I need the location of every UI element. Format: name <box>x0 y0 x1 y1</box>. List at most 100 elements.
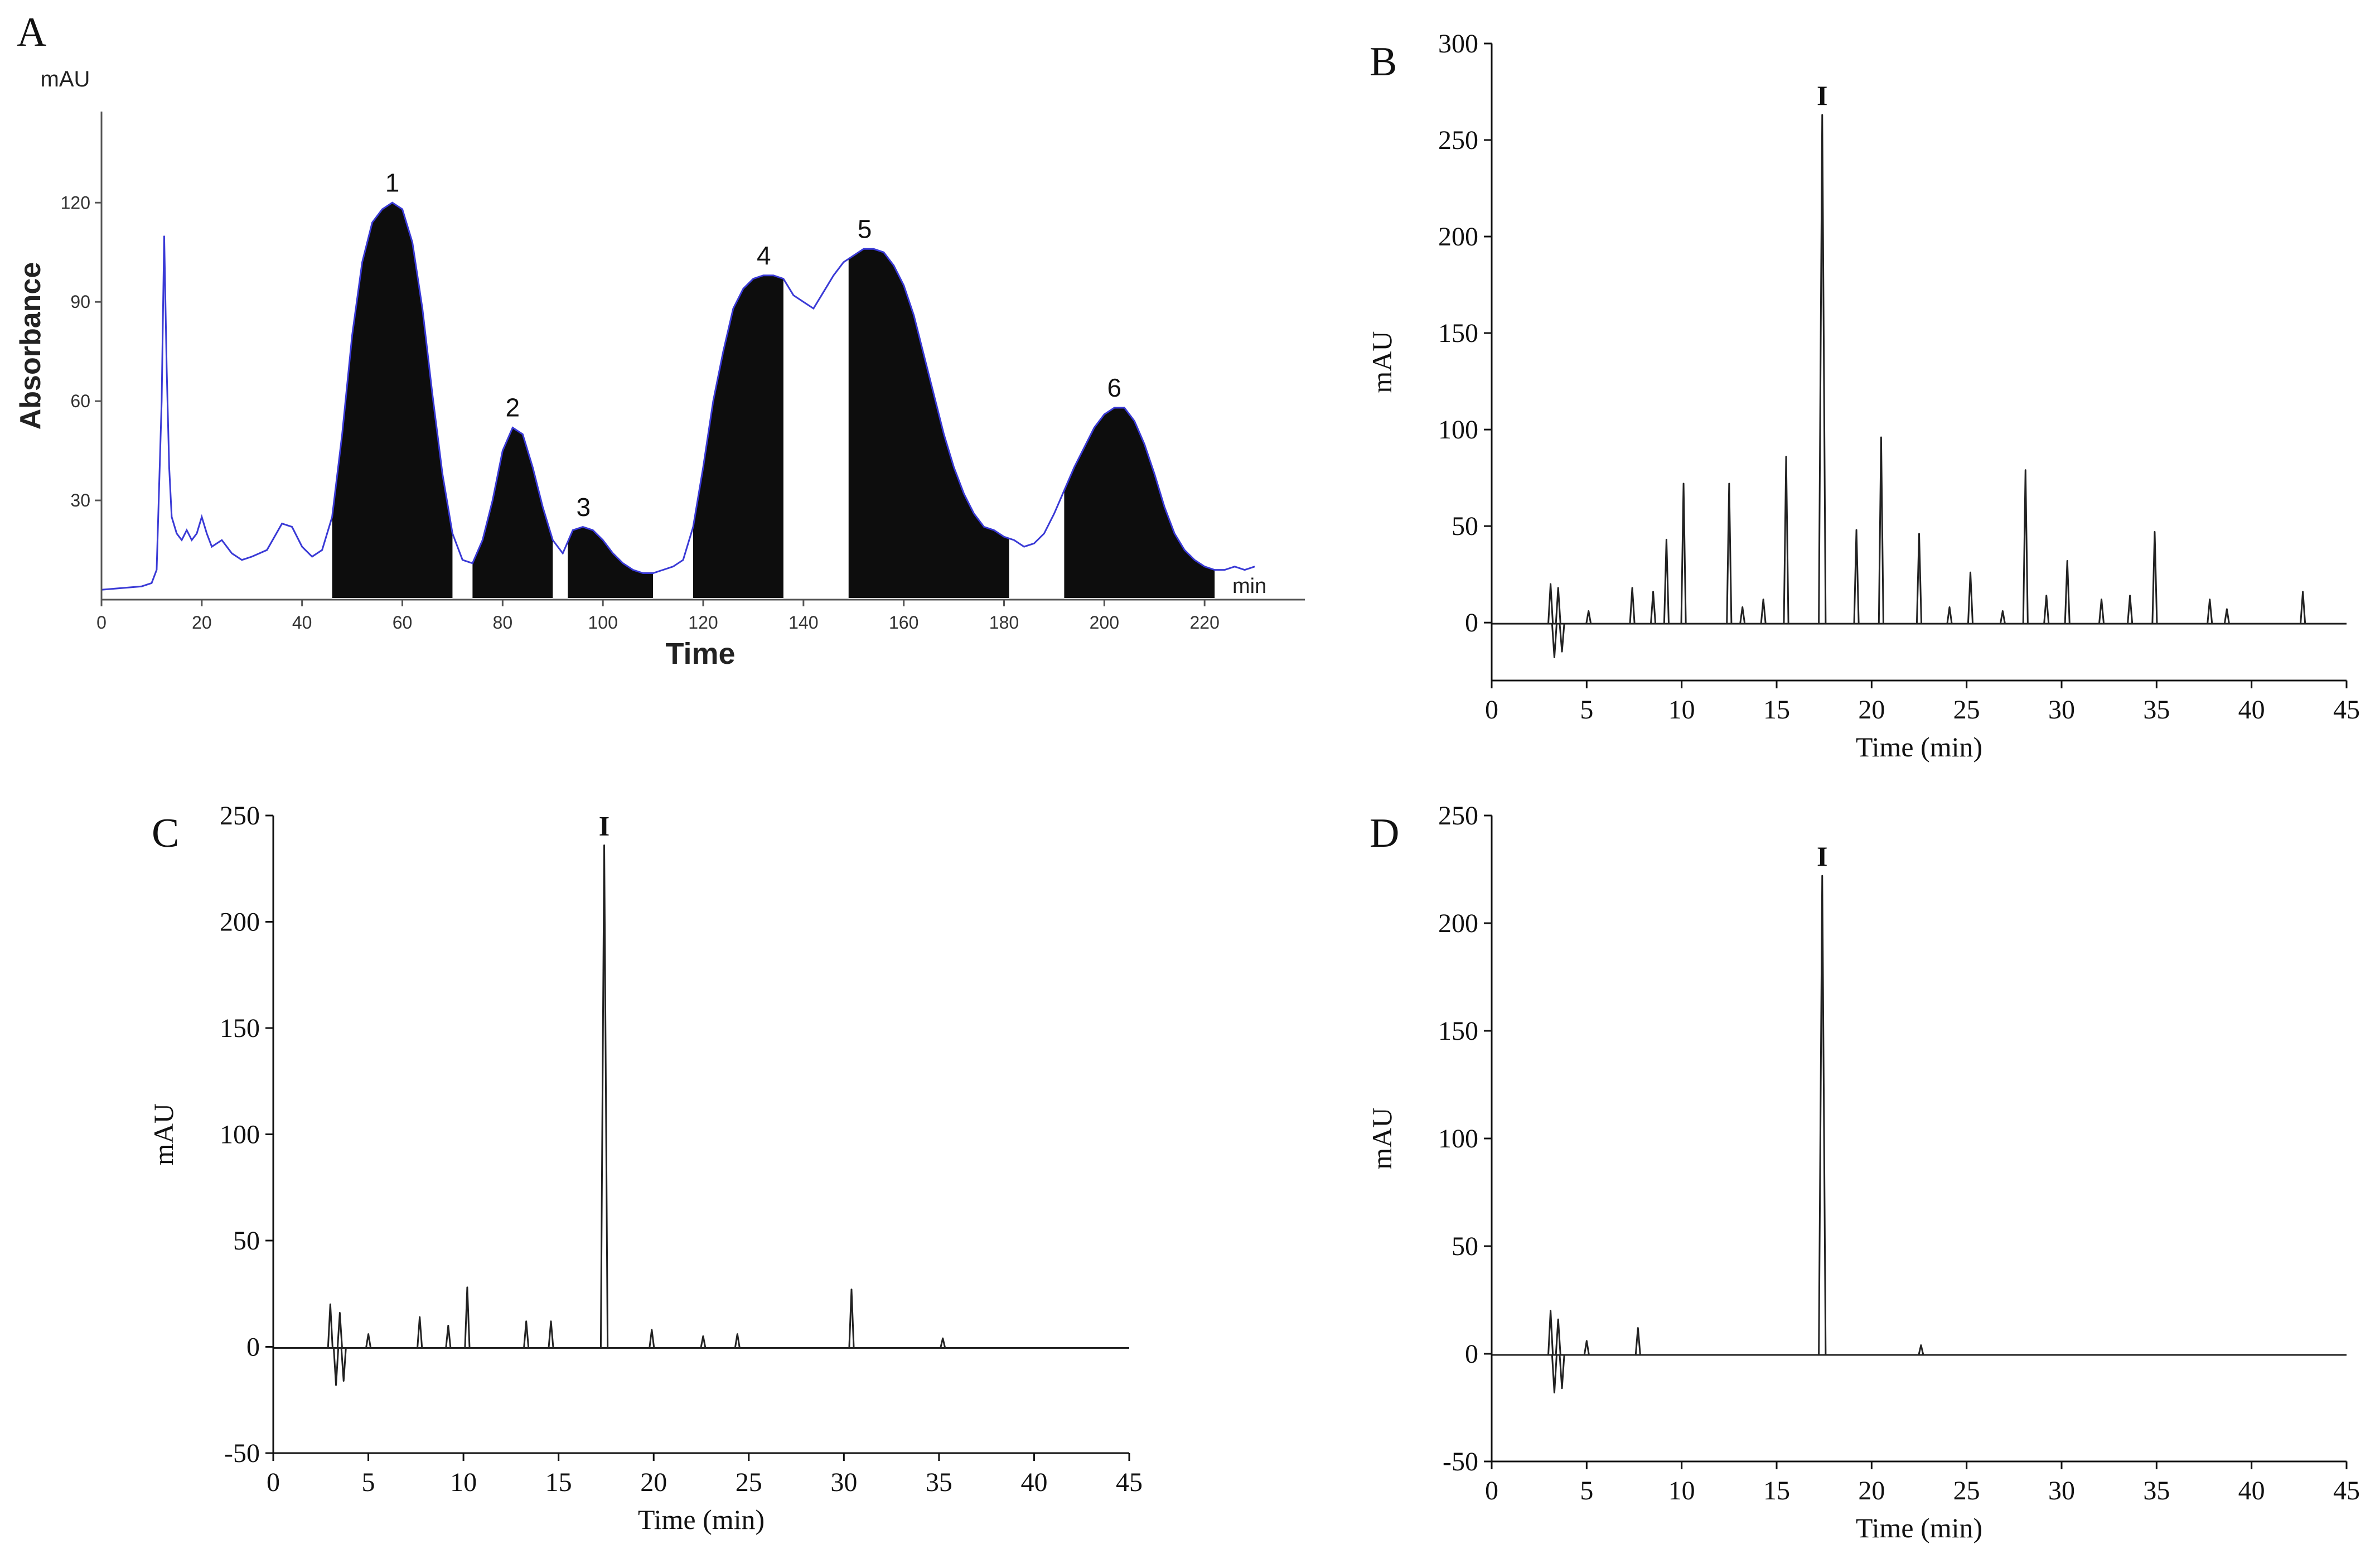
x-tick-label: 20 <box>640 1468 667 1497</box>
chromatogram-peak <box>1551 624 1558 658</box>
y-axis-title: mAU <box>148 1103 179 1165</box>
chromatogram-peak <box>332 1348 340 1386</box>
chromatogram-peak <box>1853 529 1860 624</box>
chromatogram-peak <box>1783 456 1789 624</box>
chromatogram-peak <box>1680 483 1687 624</box>
y-tick-label: 200 <box>1438 222 1478 252</box>
panel-label: D <box>1370 810 1399 856</box>
fraction-3-area <box>568 527 654 598</box>
chromatogram-peak <box>599 844 609 1348</box>
fraction-5-area <box>848 249 1009 598</box>
fraction-2-area <box>472 427 553 598</box>
chromatogram-peak <box>336 1312 343 1348</box>
chromatogram-peak <box>1726 483 1733 624</box>
chromatogram-peak <box>417 1316 423 1348</box>
x-tick-label: 100 <box>588 612 617 633</box>
y-axis-title: Absorbance <box>14 262 47 430</box>
y-tick-label: 30 <box>70 490 90 510</box>
x-tick-label: 120 <box>688 612 718 633</box>
x-tick-label: 40 <box>292 612 312 633</box>
absorbance-trace <box>101 201 1255 591</box>
chromatogram-peak <box>1555 1318 1561 1355</box>
fraction-6-label: 6 <box>1107 373 1122 402</box>
y-tick-label: 100 <box>1438 415 1478 445</box>
x-tick-label: 25 <box>1953 1476 1980 1506</box>
panel-label: C <box>152 810 179 856</box>
chromatogram-peak <box>1629 587 1636 624</box>
chromatogram-peak <box>1547 1310 1554 1355</box>
y-tick-label: 50 <box>1452 1232 1478 1261</box>
panel-label: B <box>1370 39 1397 85</box>
chromatogram-peak <box>1878 436 1884 624</box>
y-unit-label: mAU <box>41 67 90 91</box>
x-axis-title: Time (min) <box>638 1504 765 1535</box>
x-tick-label: 40 <box>2238 1476 2265 1506</box>
chromatogram-peak <box>1918 1344 1924 1355</box>
chromatogram-peak <box>1634 1327 1641 1355</box>
chromatogram-peak <box>649 1329 655 1348</box>
chromatogram-peak <box>2098 599 2105 624</box>
x-tick-label: 80 <box>493 612 513 633</box>
chromatogram-peak <box>940 1337 946 1348</box>
x-tick-label: 180 <box>989 612 1019 633</box>
y-tick-label: 50 <box>1452 512 1478 541</box>
x-axis-title: Time (min) <box>1856 1512 1982 1543</box>
y-tick-label: 200 <box>1438 909 1478 938</box>
fraction-2-label: 2 <box>506 393 520 422</box>
x-tick-label: 25 <box>736 1468 762 1497</box>
x-tick-label: 35 <box>2143 695 2170 725</box>
x-tick-label: 0 <box>1485 1476 1498 1506</box>
x-tick-label: 10 <box>1668 695 1695 725</box>
x-tick-label: 15 <box>1763 695 1790 725</box>
chromatogram-peak <box>1547 583 1554 624</box>
y-tick-label: 100 <box>1438 1124 1478 1154</box>
x-tick-label: 30 <box>830 1468 857 1497</box>
y-tick-label: 120 <box>61 192 90 213</box>
x-tick-label: 0 <box>96 612 107 633</box>
y-tick-label: 50 <box>233 1226 260 1256</box>
chromatogram-peak <box>2064 559 2071 624</box>
fraction-6-area <box>1064 408 1215 598</box>
x-unit-label: min <box>1232 575 1266 598</box>
chromatogram-peak <box>1818 875 1827 1355</box>
x-tick-label: 35 <box>926 1468 952 1497</box>
fraction-3-label: 3 <box>576 493 591 522</box>
fraction-1-area <box>332 202 453 598</box>
chromatogram-peak <box>340 1348 347 1382</box>
x-tick-label: 0 <box>267 1468 280 1497</box>
x-tick-label: 220 <box>1189 612 1219 633</box>
y-tick-label: 150 <box>1438 1016 1478 1046</box>
panel-label: A <box>17 9 46 55</box>
chromatogram-peak <box>1999 610 2006 624</box>
x-tick-label: 60 <box>393 612 413 633</box>
fraction-4-area <box>693 275 783 598</box>
chromatogram-peak <box>1649 591 1657 624</box>
chromatogram-peak <box>365 1333 372 1348</box>
x-tick-label: 20 <box>1858 1476 1885 1506</box>
chromatogram-peak <box>1555 587 1561 624</box>
peak-i-label: I <box>1817 841 1827 872</box>
fraction-4-label: 4 <box>757 241 771 270</box>
y-axis-title: mAU <box>1366 1107 1397 1169</box>
chromatogram-peak <box>2151 531 2158 624</box>
chromatogram-peak <box>2022 469 2029 624</box>
chromatogram-peak <box>1967 571 1974 624</box>
x-tick-label: 15 <box>1763 1476 1790 1506</box>
chromatogram-peak <box>2300 591 2306 624</box>
chromatogram-peak <box>1559 1354 1565 1390</box>
x-tick-label: 45 <box>2333 695 2360 725</box>
y-tick-label: 0 <box>1465 1339 1478 1369</box>
y-tick-label: -50 <box>1443 1447 1478 1477</box>
x-tick-label: 35 <box>2143 1476 2170 1506</box>
x-tick-label: 200 <box>1090 612 1119 633</box>
panel-c: I0 5 10 15 20 25 30 35 40 45-50050100150200250mAU… <box>148 801 1143 1535</box>
x-tick-label: 15 <box>545 1468 572 1497</box>
chromatogram-peak <box>1583 1340 1590 1355</box>
x-tick-label: 5 <box>1580 695 1593 725</box>
chromatogram-peak <box>1559 624 1565 653</box>
chromatogram-peak <box>1818 114 1827 624</box>
y-tick-label: 0 <box>1465 608 1478 638</box>
x-tick-label: 5 <box>362 1468 375 1497</box>
chromatogram-peak <box>464 1286 471 1348</box>
y-tick-label: 150 <box>220 1014 260 1043</box>
